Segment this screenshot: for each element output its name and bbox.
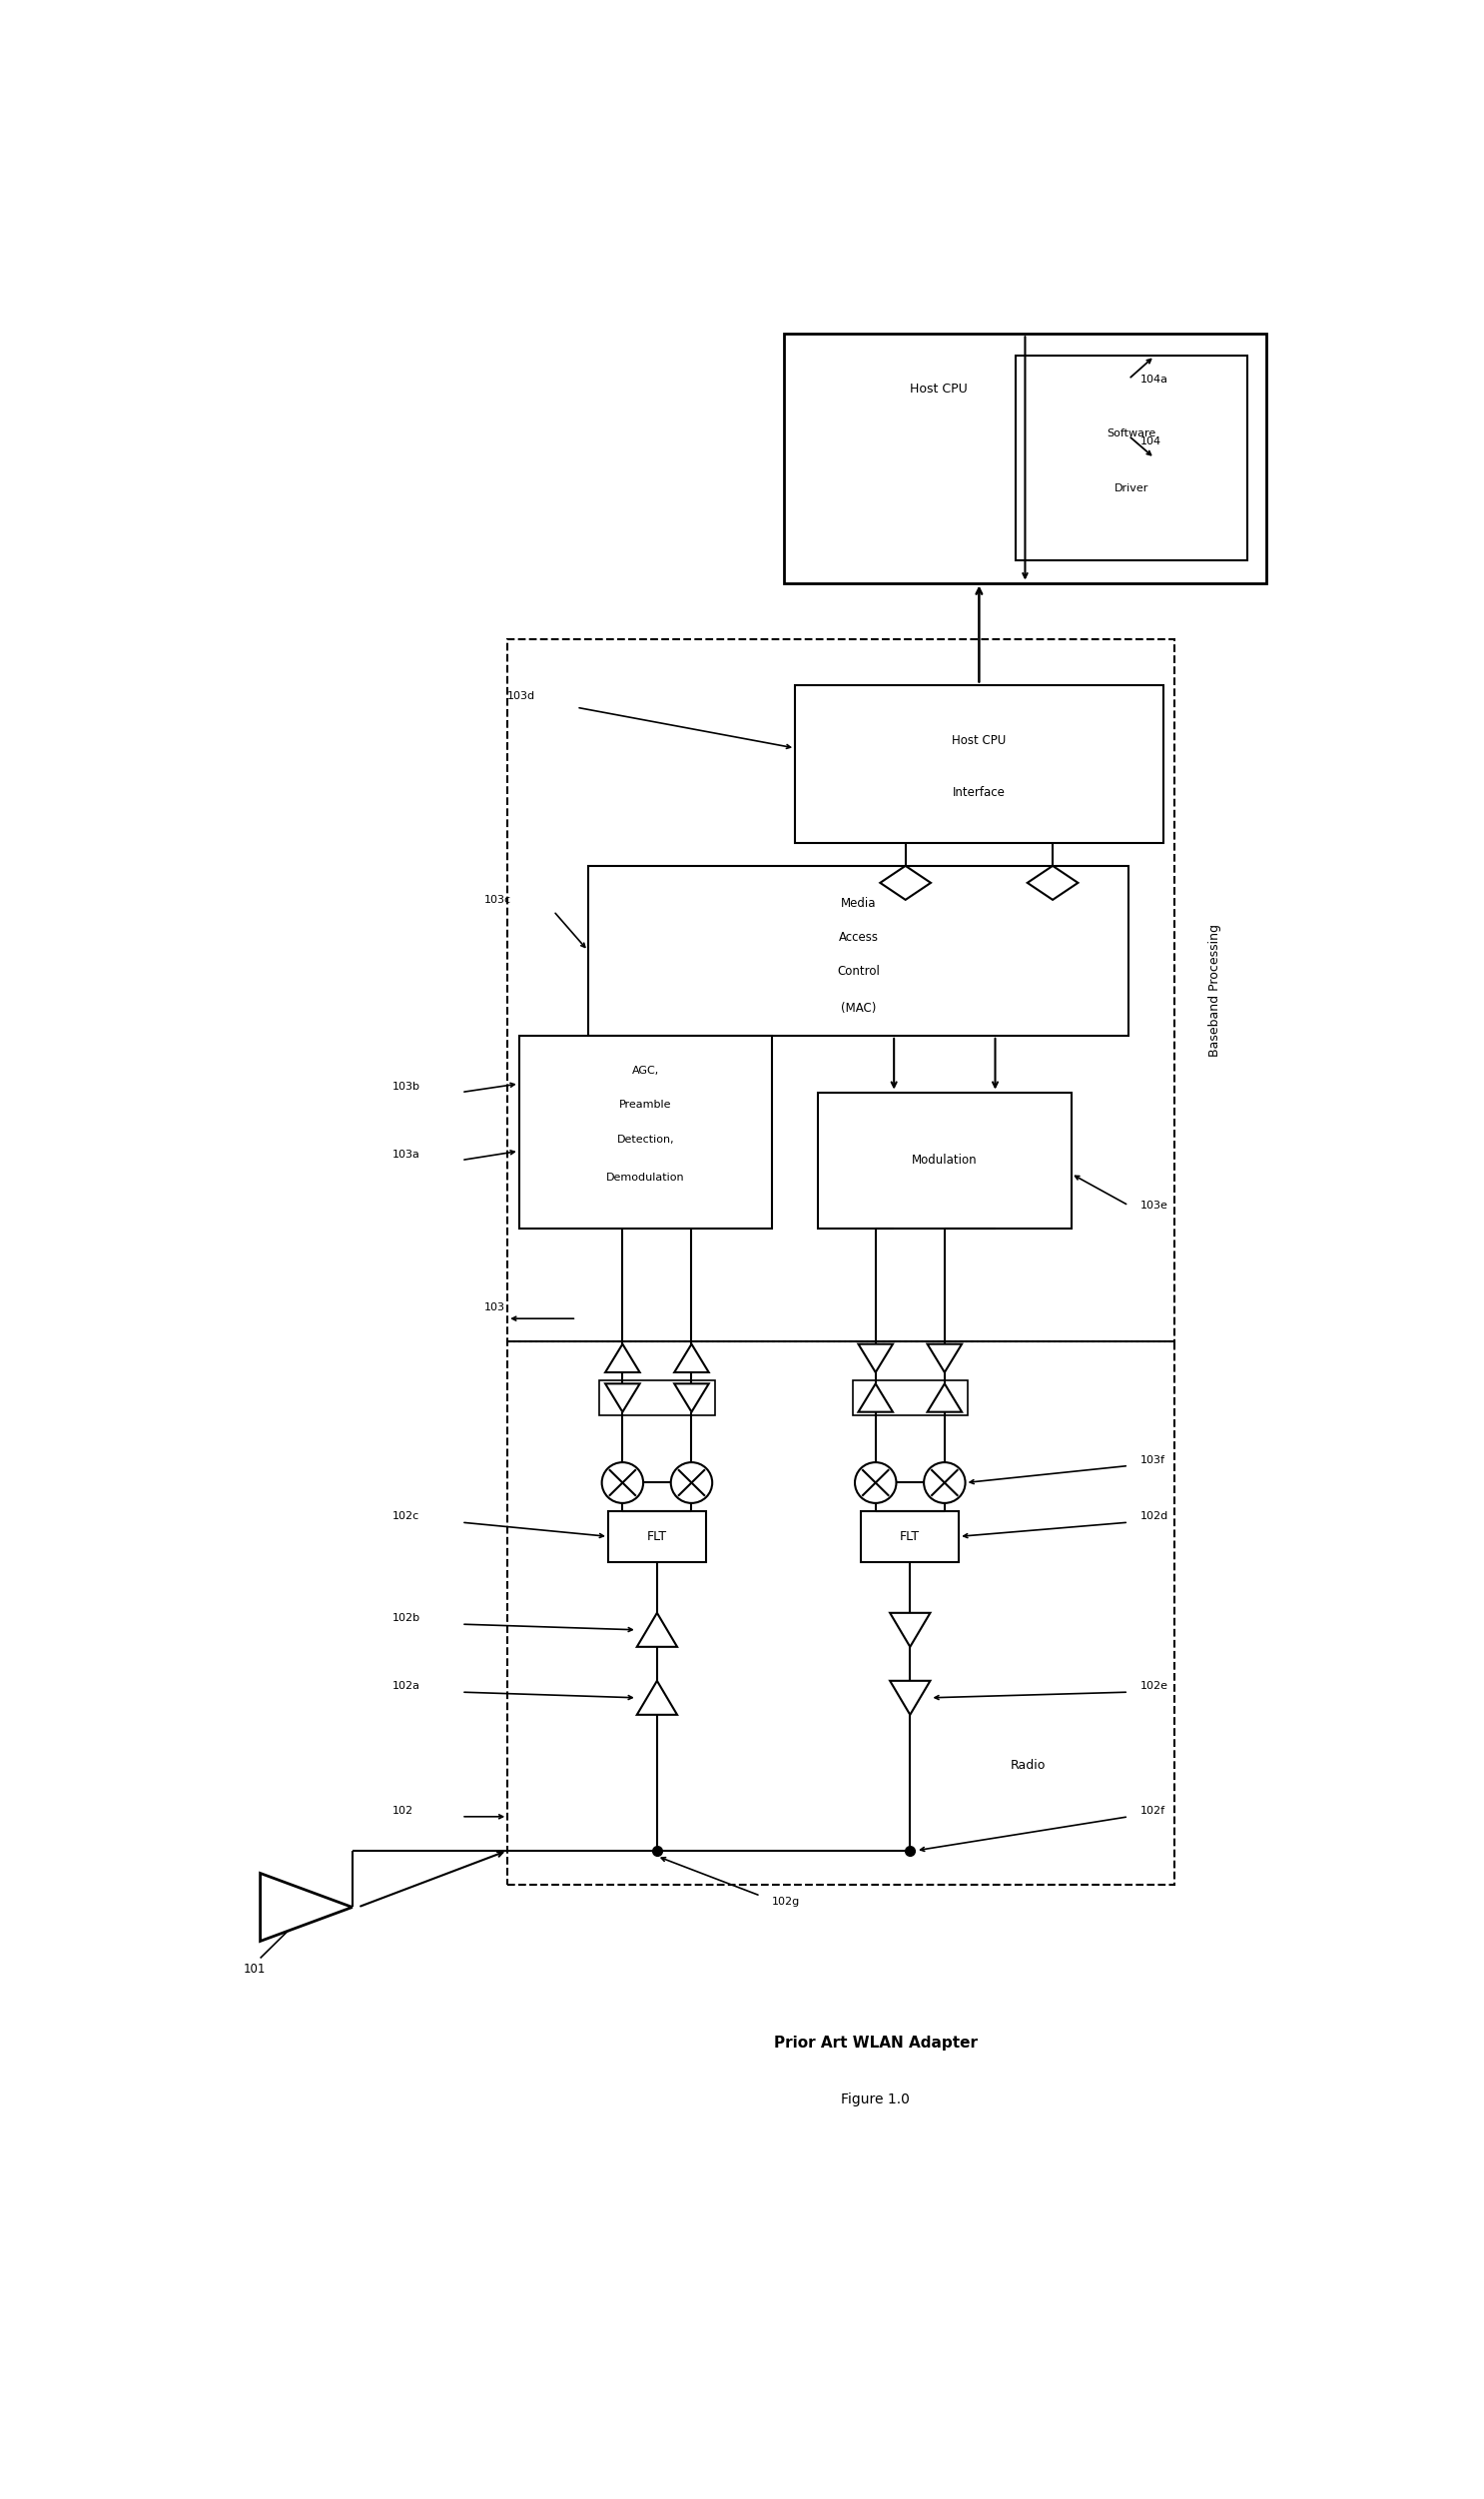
Text: Host CPU: Host CPU bbox=[951, 735, 1006, 747]
Circle shape bbox=[671, 1462, 712, 1502]
FancyBboxPatch shape bbox=[818, 1092, 1071, 1227]
Circle shape bbox=[603, 1462, 643, 1502]
Polygon shape bbox=[928, 1384, 962, 1412]
Text: Control: Control bbox=[837, 965, 880, 977]
Text: 102d: 102d bbox=[1140, 1512, 1168, 1522]
Text: Detection,: Detection, bbox=[617, 1135, 674, 1145]
Text: FLT: FLT bbox=[647, 1529, 668, 1542]
Text: Software: Software bbox=[1107, 430, 1156, 440]
Polygon shape bbox=[858, 1384, 893, 1412]
Text: 101: 101 bbox=[243, 1962, 266, 1977]
Text: Preamble: Preamble bbox=[619, 1100, 672, 1110]
Text: 103a: 103a bbox=[392, 1150, 420, 1160]
Polygon shape bbox=[605, 1344, 640, 1372]
Text: Access: Access bbox=[838, 930, 879, 945]
Text: 102g: 102g bbox=[772, 1897, 800, 1907]
Text: Media: Media bbox=[840, 897, 876, 910]
Text: 103e: 103e bbox=[1140, 1200, 1168, 1210]
Text: FLT: FLT bbox=[899, 1529, 920, 1542]
Polygon shape bbox=[637, 1682, 677, 1714]
Polygon shape bbox=[260, 1874, 352, 1942]
Polygon shape bbox=[674, 1344, 709, 1372]
FancyBboxPatch shape bbox=[588, 865, 1129, 1035]
Text: 102: 102 bbox=[392, 1807, 414, 1817]
Text: 102f: 102f bbox=[1140, 1807, 1165, 1817]
Text: AGC,: AGC, bbox=[632, 1065, 659, 1075]
Polygon shape bbox=[637, 1612, 677, 1647]
Text: Demodulation: Demodulation bbox=[607, 1172, 684, 1182]
Text: 103: 103 bbox=[484, 1302, 506, 1312]
Polygon shape bbox=[858, 1344, 893, 1372]
Text: 103d: 103d bbox=[508, 692, 536, 702]
Polygon shape bbox=[1027, 865, 1077, 900]
Text: 103f: 103f bbox=[1140, 1454, 1165, 1464]
Polygon shape bbox=[880, 865, 930, 900]
Circle shape bbox=[925, 1462, 965, 1502]
FancyBboxPatch shape bbox=[1015, 355, 1247, 560]
Polygon shape bbox=[890, 1682, 930, 1714]
FancyBboxPatch shape bbox=[795, 685, 1163, 842]
Polygon shape bbox=[928, 1344, 962, 1372]
Text: 102b: 102b bbox=[392, 1614, 420, 1624]
Circle shape bbox=[855, 1462, 896, 1502]
Polygon shape bbox=[605, 1384, 640, 1412]
FancyBboxPatch shape bbox=[784, 335, 1267, 582]
Text: 102c: 102c bbox=[392, 1512, 420, 1522]
Text: Figure 1.0: Figure 1.0 bbox=[841, 2092, 910, 2107]
Text: 103c: 103c bbox=[484, 895, 512, 905]
Text: 102e: 102e bbox=[1140, 1682, 1168, 1692]
Text: 104a: 104a bbox=[1140, 375, 1168, 385]
FancyBboxPatch shape bbox=[861, 1512, 959, 1562]
Text: 103b: 103b bbox=[392, 1082, 420, 1092]
Text: (MAC): (MAC) bbox=[840, 1002, 876, 1015]
Text: Driver: Driver bbox=[1114, 485, 1149, 495]
Text: Interface: Interface bbox=[953, 787, 1006, 800]
Text: Prior Art WLAN Adapter: Prior Art WLAN Adapter bbox=[773, 2037, 978, 2052]
Text: Host CPU: Host CPU bbox=[910, 382, 968, 395]
Text: Radio: Radio bbox=[1011, 1759, 1046, 1772]
FancyBboxPatch shape bbox=[608, 1512, 706, 1562]
Polygon shape bbox=[674, 1384, 709, 1412]
Text: Modulation: Modulation bbox=[911, 1155, 978, 1167]
Text: 104: 104 bbox=[1140, 437, 1160, 447]
Text: Baseband Processing: Baseband Processing bbox=[1208, 925, 1221, 1057]
Polygon shape bbox=[890, 1612, 930, 1647]
FancyBboxPatch shape bbox=[519, 1035, 772, 1227]
Text: 102a: 102a bbox=[392, 1682, 420, 1692]
